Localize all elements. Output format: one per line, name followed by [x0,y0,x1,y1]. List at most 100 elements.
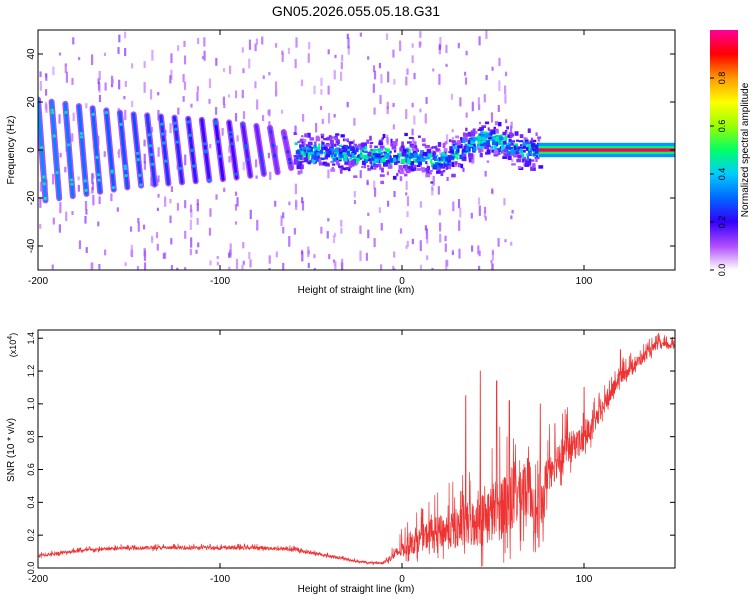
spectrogram-blob [435,154,439,158]
spectrogram-blob [393,154,398,160]
spectrogram-blob [300,151,305,157]
spectrogram-speck [451,136,455,143]
spectrogram-blob [452,145,458,150]
spectrogram-blob [415,148,419,152]
spectrogram-speck [386,106,389,115]
spectrogram-blob [296,158,300,161]
spectrogram-speck [353,200,357,204]
spectrogram-blob [497,121,502,127]
spectrogram-blob [413,141,417,147]
spectrogram-speck [438,222,442,232]
spectrogram-speck [190,208,193,218]
spectrogram-blob [396,172,399,177]
spectrogram-blob [440,172,444,177]
spectrogram-speck [282,212,285,219]
spectrogram-speck [182,96,185,102]
spectrogram-blob [467,131,472,137]
spectrogram-speck [249,259,252,268]
spectrogram-ramp-dot [190,148,194,152]
spectrogram-blob [385,148,391,153]
spectrogram-speck [197,242,200,248]
spectrogram-speck [234,221,238,225]
spectrogram-speck [215,57,218,66]
spectrogram-ramp-dot [259,155,263,159]
spectrogram-blob [328,135,332,139]
spectrogram-blob [403,148,407,153]
spectrogram-blob [335,159,340,165]
spectrogram-blob [324,162,330,167]
spectrogram-speck [267,152,270,159]
spectrogram-speck [339,71,343,81]
spectrogram-blob [436,158,439,162]
spectrogram-blob [443,162,447,167]
spectrogram-blob [469,137,475,141]
spectrogram-speck [58,114,61,124]
spectrogram-speck [248,251,251,260]
spectrogram-speck [497,105,500,112]
spectrogram-ramp-dot [111,186,116,190]
spectrogram-blob [510,153,515,156]
spectrogram-speck [169,123,172,134]
spectrogram-ramp-dot [234,172,238,176]
spectrogram-blob [432,152,435,157]
spectrogram-blob [318,160,322,164]
spectrogram-blob [345,146,351,151]
spectrogram-blob [349,156,353,160]
spectrogram-speck [184,230,187,239]
snr-multiplier-exponent: 4 [7,336,14,340]
spectrogram-speck [437,186,440,195]
spectrogram-speck [452,201,455,212]
spectrogram-speck [228,156,231,163]
spectrogram-blob [524,163,530,167]
spectrogram-speck [209,143,212,149]
spectrogram-speck [169,75,172,84]
spectrogram-blob [456,156,459,160]
spectrogram-y-tick-label: 40 [26,48,37,60]
spectrogram-ramp-dot [164,159,168,163]
spectrogram-speck [315,122,318,133]
spectrogram-blob [434,158,438,161]
spectrogram-speck [142,224,146,230]
spectrogram-blob [372,148,376,153]
spectrogram-blob [369,141,374,144]
spectrogram-speck [197,38,200,44]
spectrogram-speck [262,75,265,80]
spectrogram-speck [39,80,42,91]
spectrogram-speck [340,262,344,270]
spectrogram-blob [373,149,379,152]
spectrogram-speck [274,81,278,90]
spectrogram-speck [149,89,153,100]
spectrogram-speck [307,263,310,269]
spectrogram-blob [297,170,301,175]
spectrogram-blob [527,162,532,166]
spectrogram-blob [369,144,373,149]
spectrogram-speck [353,190,356,198]
spectrogram-speck [346,101,349,108]
spectrogram-speck [116,207,119,212]
spectrogram-speck [196,217,199,225]
spectrogram-speck [392,49,395,58]
spectrogram-speck [478,250,481,257]
spectrogram-blob [413,164,417,168]
spectrogram-blob [367,151,372,157]
spectrogram-blob [500,148,505,152]
spectrogram-speck [472,153,475,164]
spectrogram-blob [305,144,310,148]
spectrogram-ramp-dot [42,182,46,186]
spectrogram-speck [170,265,174,270]
spectrogram-speck [295,37,298,48]
spectrogram-speck [59,202,62,214]
spectrogram-speck [450,93,454,100]
spectrogram-blob [354,143,357,149]
spectrogram-blob [330,139,334,144]
spectrogram-blob [485,140,490,145]
spectrogram-blob [384,154,390,159]
spectrogram-blob [468,154,474,160]
spectrogram-speck [405,76,408,86]
spectrogram-x-tick-label: 0 [399,276,405,287]
spectrogram-x-tick-label: 100 [576,276,593,287]
spectrogram-blob [420,150,424,153]
spectrogram-speck [470,245,474,252]
spectrogram-speck [111,78,114,84]
